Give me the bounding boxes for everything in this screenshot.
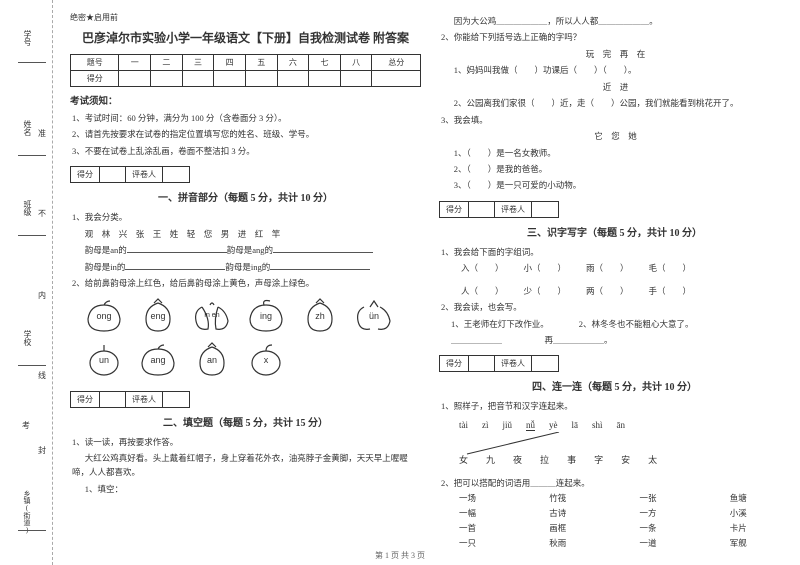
s3-blanks: ＿＿＿＿＿＿ 再＿＿＿＿＿＿。 — [441, 333, 790, 347]
r-q2-b: 近 进 — [441, 80, 790, 94]
notice-item: 3、不要在试卷上乱涂乱画，卷面不整洁扣 3 分。 — [72, 144, 421, 158]
r-q3-b: 2、（ ）是我的爸爸。 — [441, 162, 790, 176]
s3-q2: 2、我会读，也会写。 — [441, 300, 790, 314]
fruit-row: ong eng in en ing zh ün un ang an x — [70, 297, 421, 379]
fruit-un2: ün — [350, 297, 398, 335]
side-label-xingming: 姓名 — [22, 120, 33, 136]
section-4-title: 四、连一连（每题 5 分，共计 10 分） — [439, 378, 790, 393]
s3-grid-row: 人（ ）少（ ）两（ ）手（ ） — [441, 284, 790, 298]
s2-q1-sub: 1、填空： — [72, 482, 421, 496]
connect-line — [459, 432, 719, 456]
score-box: 得分 评卷人 — [70, 391, 190, 408]
r-q2-a: 1、妈妈叫我做（ ）功课后（ ）（ ）。 — [441, 63, 790, 77]
notice-item: 2、请首先按要求在试卷的指定位置填写您的姓名、班级、学号。 — [72, 127, 421, 141]
side-line — [18, 530, 46, 531]
r-q2-row1: 玩 完 再 在 — [441, 47, 790, 61]
score-box: 得分 评卷人 — [439, 355, 559, 372]
s4-q2: 2、把可以搭配的词语用＿＿＿连起来。 — [441, 476, 790, 490]
left-column: 绝密★启用前 巴彦淖尔市实验小学一年级语文【下册】自我检测试卷 附答案 题号 一… — [70, 12, 421, 545]
side-mark: 封 — [38, 445, 46, 456]
side-line — [18, 365, 46, 366]
q1-line: 韵母是in的韵母是ing的 — [72, 260, 421, 274]
notice-title: 考试须知： — [70, 93, 421, 107]
side-label-town: 乡镇(街道) — [22, 490, 32, 534]
side-label-xuexiao: 学校 — [22, 330, 33, 346]
fruit-an: an — [188, 341, 236, 379]
s3-grid-row: 入（ ）小（ ）雨（ ）毛（ ） — [441, 261, 790, 275]
side-mark: 线 — [38, 370, 46, 381]
fruit-ang: ang — [134, 341, 182, 379]
r-q3-c: 3、（ ）是一只可爱的小动物。 — [441, 178, 790, 192]
section-2-title: 二、填空题（每题 5 分，共计 15 分） — [70, 414, 421, 429]
side-label-banji: 班级 — [22, 200, 33, 216]
side-mark-kao: 考 — [22, 420, 30, 431]
fruit-x: x — [242, 341, 290, 379]
r-q2-label: 2、你能给下列括号选上正确的字吗？ — [441, 30, 790, 44]
side-label-xuehao: 学号 — [22, 30, 33, 46]
s4-q1: 1、照样子，把音节和汉字连起来。 — [441, 399, 790, 413]
s3-q1: 1、我会给下面的字组词。 — [441, 245, 790, 259]
score-table: 题号 一 二 三 四 五 六 七 八 总分 得分 — [70, 54, 421, 87]
fruit-ong: ong — [80, 297, 128, 335]
s2-q1-text: 大红公鸡真好看。头上戴着红帽子，身上穿着花外衣，油亮脖子金黄脚，天天早上喔喔啼，… — [72, 451, 421, 480]
fruit-un: un — [80, 341, 128, 379]
q1-chars: 观 林 兴 张 王 姓 轻 您 男 进 红 竿 — [72, 227, 421, 241]
match-grid: 一场竹筏一张鱼塘 一幅古诗一方小溪 一首画框一条卡片 一只秋雨一道军舰 — [439, 492, 790, 549]
fruit-inen: in en — [188, 297, 236, 335]
r-line1: 因为大公鸡＿＿＿＿＿＿，所以人人都＿＿＿＿＿＿。 — [441, 14, 790, 28]
fold-line — [52, 0, 53, 565]
score-value-row: 得分 — [71, 71, 421, 87]
page-content: 绝密★启用前 巴彦淖尔市实验小学一年级语文【下册】自我检测试卷 附答案 题号 一… — [70, 12, 790, 545]
q1-label: 1、我会分类。 — [72, 210, 421, 224]
r-q3-a: 1、（ ）是一名女教师。 — [441, 146, 790, 160]
exam-title: 巴彦淖尔市实验小学一年级语文【下册】自我检测试卷 附答案 — [70, 29, 421, 46]
q1-line: 韵母是an的韵母是ang的 — [72, 243, 421, 257]
fruit-ing: ing — [242, 297, 290, 335]
side-line — [18, 235, 46, 236]
page-footer: 第 1 页 共 3 页 — [0, 550, 800, 561]
fruit-zh: zh — [296, 297, 344, 335]
side-mark: 准 — [38, 128, 46, 139]
binding-sidebar: 学号 姓名 准 班级 不 内 学校 线 考 封 乡镇(街道) — [0, 0, 60, 565]
section-1-title: 一、拼音部分（每题 5 分，共计 10 分） — [70, 189, 421, 204]
score-box: 得分 评卷人 — [439, 201, 559, 218]
side-line — [18, 62, 46, 63]
side-line — [18, 155, 46, 156]
score-header-row: 题号 一 二 三 四 五 六 七 八 总分 — [71, 55, 421, 71]
r-q2-c: 2、公园离我们家很（ ）近，走（ ）公园，我们就能看到桃花开了。 — [441, 96, 790, 110]
right-column: 因为大公鸡＿＿＿＿＿＿，所以人人都＿＿＿＿＿＿。 2、你能给下列括号选上正确的字… — [439, 12, 790, 545]
s2-q1-label: 1、读一读，再按要求作答。 — [72, 435, 421, 449]
side-mark: 不 — [38, 208, 46, 219]
notice-item: 1、考试时间：60 分钟，满分为 100 分（含卷面分 3 分）。 — [72, 111, 421, 125]
score-box: 得分 评卷人 — [70, 166, 190, 183]
secret-label: 绝密★启用前 — [70, 12, 421, 23]
r-q3-row: 它 您 她 — [441, 129, 790, 143]
section-3-title: 三、识字写字（每题 5 分，共计 10 分） — [439, 224, 790, 239]
lianxian-area: tài zì jiǔ nǚ yè lā shì ān 女 九 夜 拉 事 字 安… — [439, 420, 790, 466]
side-mark: 内 — [38, 290, 46, 301]
q2-label: 2、给前鼻韵母涂上红色，给后鼻韵母涂上黄色，声母涂上绿色。 — [72, 276, 421, 290]
pinyin-row: tài zì jiǔ nǚ yè lā shì ān — [459, 420, 790, 431]
fruit-eng: eng — [134, 297, 182, 335]
s3-sentences: 1、王老师在灯下改作业。2、林冬冬也不能粗心大意了。 — [441, 317, 790, 331]
r-q3-label: 3、我会填。 — [441, 113, 790, 127]
